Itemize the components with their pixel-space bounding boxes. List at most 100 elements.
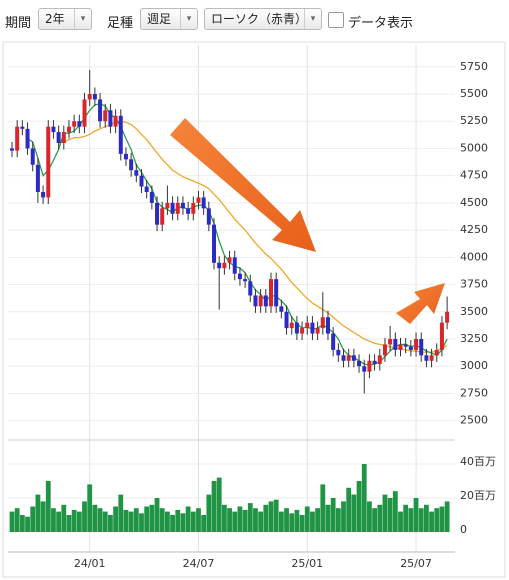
candle-body: [253, 295, 258, 307]
volume-bar: [25, 516, 30, 532]
volume-bar: [196, 508, 201, 532]
volume-bar: [341, 501, 346, 532]
candle-body: [35, 164, 40, 192]
candle-body: [82, 99, 87, 127]
candle-body: [217, 262, 222, 269]
candle-body: [139, 175, 144, 187]
y-tick-label: 5250: [460, 114, 488, 127]
volume-tick-label: 0: [460, 523, 467, 536]
volume-bar: [304, 506, 310, 532]
volume-bar: [30, 506, 36, 532]
y-tick-label: 5750: [460, 60, 488, 73]
chart-style-select[interactable]: ローソク（赤青） ▾: [204, 8, 322, 30]
volume-bar: [180, 513, 186, 532]
y-tick-label: 4250: [460, 223, 488, 236]
candle-body: [196, 197, 201, 203]
volume-bar: [216, 477, 222, 532]
y-tick-label: 5500: [460, 87, 488, 100]
volume-bar: [392, 491, 398, 532]
candle-body: [160, 208, 165, 225]
volume-bar: [403, 504, 409, 532]
volume-bar: [118, 494, 124, 532]
candle-body: [445, 311, 450, 323]
candle-body: [269, 279, 273, 307]
candle-body: [341, 355, 346, 361]
volume-bar: [175, 509, 181, 532]
x-tick-label: 24/07: [183, 557, 215, 570]
bar-type-select[interactable]: 週足 ▾: [140, 8, 198, 30]
volume-bar: [185, 506, 191, 532]
volume-bar: [434, 508, 440, 532]
bar-type-label: 足種: [107, 16, 134, 31]
candle-body: [165, 202, 170, 209]
candle-body: [103, 110, 108, 122]
volume-bar: [356, 481, 362, 532]
candle-body: [41, 192, 46, 198]
candle-body: [310, 322, 315, 334]
candle-body: [398, 344, 403, 350]
data-display-checkbox[interactable]: [328, 12, 344, 28]
candle-body: [325, 317, 330, 334]
candle-body: [424, 355, 429, 361]
volume-bar: [367, 501, 372, 532]
candle-body: [279, 306, 284, 312]
candle-body: [56, 132, 61, 143]
volume-bar: [82, 501, 87, 532]
y-tick-label: 3750: [460, 278, 488, 291]
candle-body: [274, 279, 279, 307]
candle-body: [186, 208, 191, 214]
volume-bar: [45, 481, 51, 532]
volume-bar: [97, 508, 103, 532]
candle-body: [237, 273, 242, 280]
candle-body: [300, 328, 305, 334]
volume-bar: [211, 481, 217, 532]
y-tick-label: 4750: [460, 169, 488, 182]
data-display-label[interactable]: データ表示: [348, 16, 414, 31]
period-select[interactable]: 2年 ▾: [38, 8, 92, 30]
candle-body: [61, 132, 66, 143]
candle-body: [263, 295, 268, 307]
candle-body: [232, 257, 237, 274]
volume-bar: [299, 515, 305, 532]
volume-bar: [102, 511, 108, 532]
volume-bar: [206, 494, 212, 532]
volume-bar: [51, 508, 56, 532]
candle-body: [191, 202, 196, 214]
bar-type-value: 週足: [147, 12, 172, 26]
volume-bar: [19, 515, 25, 532]
volume-bar: [108, 515, 113, 532]
volume-bar: [320, 484, 326, 532]
candle-body: [206, 208, 211, 225]
volume-bar: [335, 508, 341, 532]
volume-bar: [92, 504, 98, 532]
candle-body: [149, 192, 154, 203]
period-value: 2年: [45, 12, 65, 26]
volume-bar: [201, 515, 207, 532]
candle-body: [46, 126, 51, 198]
volume-bar: [66, 515, 72, 532]
candle-body: [180, 202, 185, 209]
volume-bar: [61, 504, 67, 532]
candle-body: [388, 339, 393, 345]
volume-bar: [263, 504, 269, 532]
candle-body: [201, 197, 206, 209]
candle-body: [367, 360, 372, 372]
candle-body: [113, 115, 118, 127]
volume-bar: [408, 508, 414, 532]
volume-bar: [154, 498, 160, 532]
volume-bar: [284, 508, 289, 532]
volume-bar: [87, 484, 93, 532]
volume-bar: [232, 511, 238, 532]
volume-bar: [242, 509, 248, 532]
candle-body: [170, 202, 175, 214]
x-tick-label: 24/01: [74, 557, 106, 570]
volume-bar: [268, 501, 274, 532]
candle-body: [289, 322, 294, 329]
candle-body: [134, 170, 139, 176]
volume-bar: [377, 504, 383, 532]
volume-bar: [398, 511, 403, 532]
volume-bar: [9, 511, 15, 532]
volume-bar: [382, 494, 388, 532]
candle-body: [305, 322, 310, 329]
